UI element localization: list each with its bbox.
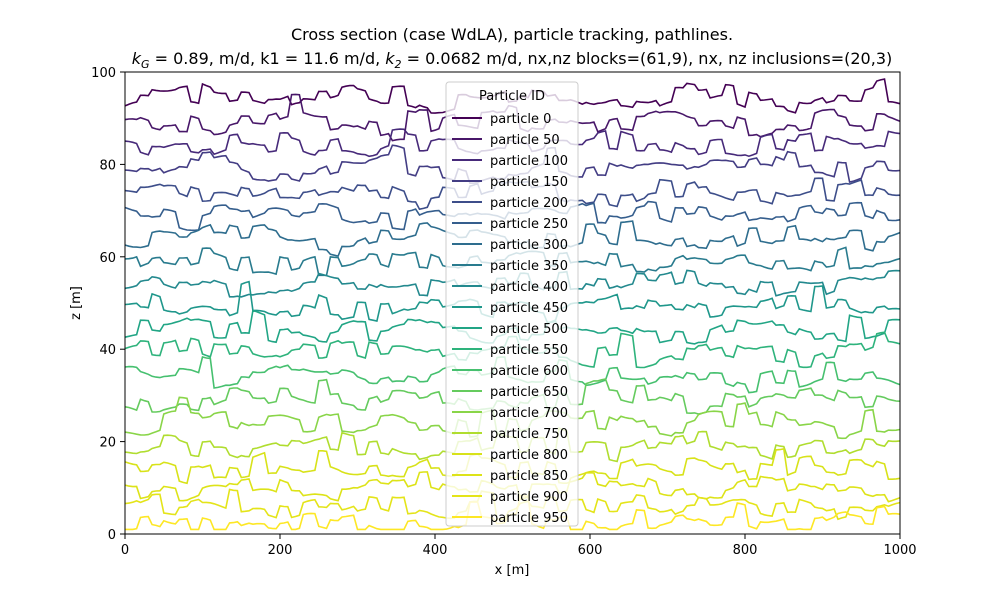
legend-entry: particle 500 xyxy=(490,322,568,337)
x-axis: 0 200 400 600 800 1000 xyxy=(121,534,917,558)
kg-subscript: G xyxy=(141,58,150,71)
legend-entry: particle 700 xyxy=(490,406,568,421)
x-tick-label: 1000 xyxy=(883,543,916,558)
legend-entry: particle 650 xyxy=(490,385,568,400)
legend-entry: particle 600 xyxy=(490,364,568,379)
legend-entry: particle 850 xyxy=(490,469,568,484)
legend-entry: particle 50 xyxy=(490,133,560,148)
y-axis: 0 20 40 60 80 100 xyxy=(91,66,125,543)
legend-entry: particle 950 xyxy=(490,511,568,526)
legend-items: particle 0 particle 50 particle 100 particl… xyxy=(452,112,568,526)
legend-box xyxy=(445,81,579,527)
kg-symbol: k xyxy=(132,49,142,68)
legend-entry: particle 100 xyxy=(490,154,568,169)
y-tick-label: 20 xyxy=(99,436,116,451)
plot-frame xyxy=(124,71,901,535)
y-tick-label: 60 xyxy=(99,251,116,266)
legend-entry: particle 150 xyxy=(490,175,568,190)
legend-entry: particle 450 xyxy=(490,301,568,316)
y-tick-label: 100 xyxy=(91,66,116,81)
legend-entry: particle 900 xyxy=(490,490,568,505)
x-tick-label: 800 xyxy=(733,543,758,558)
legend-entry: particle 750 xyxy=(490,427,568,442)
legend-entry: particle 200 xyxy=(490,196,568,211)
k2-subscript: 2 xyxy=(395,58,402,71)
chart-subtitle: kG = 0.89, m/d, k1 = 11.6 m/d, k2 = 0.06… xyxy=(132,49,892,71)
k1-value: k1 = 11.6 m/d, xyxy=(260,49,385,68)
legend-entry: particle 300 xyxy=(490,238,568,253)
legend-entry: particle 0 xyxy=(490,112,551,127)
legend-title: Particle ID xyxy=(479,89,545,104)
legend-entry: particle 250 xyxy=(490,217,568,232)
legend-entry: particle 800 xyxy=(490,448,568,463)
y-tick-label: 40 xyxy=(99,343,116,358)
y-tick-label: 0 xyxy=(108,528,116,543)
x-tick-label: 200 xyxy=(268,543,293,558)
y-axis-label: z [m] xyxy=(69,286,84,320)
x-tick-label: 400 xyxy=(423,543,448,558)
k2-symbol: k xyxy=(385,49,395,68)
subtitle-rest: nx,nz blocks=(61,9), nx, nz inclusions=(… xyxy=(528,49,893,68)
k2-value: = 0.0682 m/d, xyxy=(402,49,528,68)
legend-entry: particle 350 xyxy=(490,259,568,274)
legend-entry: particle 400 xyxy=(490,280,568,295)
chart-title: Cross section (case WdLA), particle trac… xyxy=(291,25,733,44)
x-tick-label: 0 xyxy=(121,543,129,558)
kg-value: = 0.89, m/d, xyxy=(150,49,261,68)
x-axis-label: x [m] xyxy=(495,563,530,578)
legend-entry: particle 550 xyxy=(490,343,568,358)
x-tick-label: 600 xyxy=(578,543,603,558)
y-tick-label: 80 xyxy=(99,158,116,173)
